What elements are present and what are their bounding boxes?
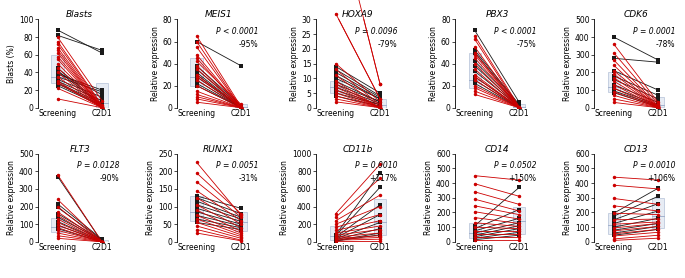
Y-axis label: Relative expression: Relative expression (280, 160, 290, 235)
Bar (374, 99, 386, 108)
Y-axis label: Relative expression: Relative expression (7, 160, 16, 235)
Text: P = 0.0096: P = 0.0096 (355, 26, 397, 36)
Title: MEIS1: MEIS1 (205, 10, 233, 19)
Text: P = 0.0051: P = 0.0051 (216, 161, 258, 170)
Y-axis label: Blasts (%): Blasts (%) (8, 44, 16, 83)
Text: P < 0.0001: P < 0.0001 (216, 26, 258, 36)
Text: P = 0.0128: P = 0.0128 (77, 161, 119, 170)
Bar (329, 225, 342, 240)
Bar (374, 200, 386, 235)
Bar (235, 105, 247, 108)
Y-axis label: Relative expression: Relative expression (563, 160, 572, 235)
Y-axis label: Relative expression: Relative expression (151, 26, 160, 101)
Bar (51, 218, 64, 232)
Bar (469, 223, 481, 238)
Text: +106%: +106% (647, 174, 675, 183)
Bar (96, 83, 108, 108)
Bar (96, 240, 108, 242)
Text: -95%: -95% (239, 40, 258, 49)
Title: PBX3: PBX3 (485, 10, 509, 19)
Text: -90%: -90% (100, 174, 119, 183)
Bar (329, 81, 342, 93)
Text: -31%: -31% (239, 174, 258, 183)
Y-axis label: Relative expression: Relative expression (290, 26, 299, 101)
Text: -79%: -79% (378, 40, 397, 49)
Text: +150%: +150% (508, 174, 536, 183)
Bar (652, 97, 664, 107)
Title: RUNX1: RUNX1 (203, 145, 234, 153)
Text: P < 0.0001: P < 0.0001 (494, 26, 536, 36)
Y-axis label: Relative expression: Relative expression (563, 26, 572, 101)
Y-axis label: Relative expression: Relative expression (424, 160, 433, 235)
Title: Blasts: Blasts (66, 10, 93, 19)
Title: FLT3: FLT3 (69, 145, 90, 153)
Bar (513, 105, 525, 108)
Bar (235, 212, 247, 231)
Bar (652, 198, 664, 228)
Title: CD14: CD14 (485, 145, 509, 153)
Title: CDK6: CDK6 (623, 10, 649, 19)
Text: -75%: -75% (517, 40, 536, 49)
Text: P = 0.0010: P = 0.0010 (355, 161, 397, 170)
Y-axis label: Relative expression: Relative expression (147, 160, 155, 235)
Title: CD13: CD13 (624, 145, 648, 153)
Bar (469, 53, 481, 88)
Bar (513, 207, 525, 234)
Y-axis label: Relative expression: Relative expression (429, 26, 438, 101)
Text: P = 0.0502: P = 0.0502 (494, 161, 536, 170)
Bar (190, 58, 203, 86)
Bar (608, 72, 620, 92)
Text: P = 0.0001: P = 0.0001 (633, 26, 675, 36)
Text: +117%: +117% (370, 174, 397, 183)
Bar (51, 55, 64, 83)
Bar (608, 213, 620, 234)
Bar (190, 196, 203, 221)
Title: CD11b: CD11b (342, 145, 373, 153)
Text: -78%: -78% (656, 40, 675, 49)
Title: HOXA9: HOXA9 (342, 10, 374, 19)
Text: P = 0.0010: P = 0.0010 (633, 161, 675, 170)
